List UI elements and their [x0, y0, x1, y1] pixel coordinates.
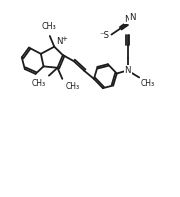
Text: N: N — [125, 15, 131, 24]
Text: N: N — [129, 13, 135, 22]
Text: CH₃: CH₃ — [31, 79, 45, 88]
Text: +: + — [61, 36, 67, 42]
Text: CH₃: CH₃ — [141, 79, 155, 88]
Text: CH₃: CH₃ — [66, 82, 80, 91]
Text: ⁻S: ⁻S — [99, 31, 109, 40]
Text: N: N — [56, 37, 62, 46]
Text: N: N — [125, 66, 131, 75]
Text: CH₃: CH₃ — [42, 22, 56, 31]
